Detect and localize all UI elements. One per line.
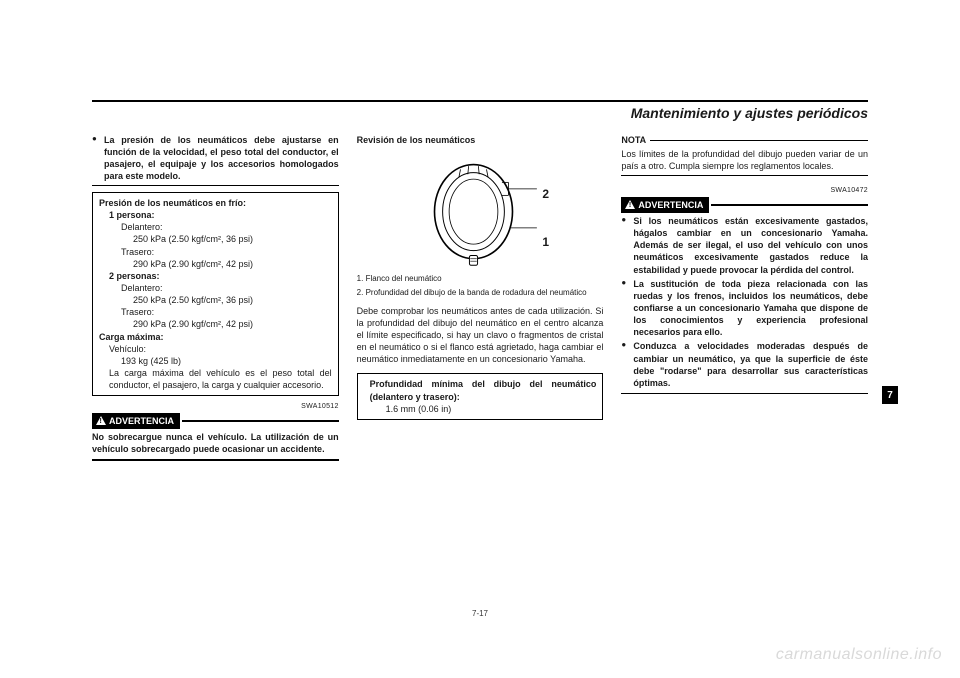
p2-rear-val: 290 kPa (2.90 kgf/cm², 42 psi)	[99, 318, 332, 330]
header: Mantenimiento y ajustes periódicos	[92, 100, 868, 128]
p1-front-val: 250 kPa (2.50 kgf/cm², 36 psi)	[99, 233, 332, 245]
fig-caption-1: 1. Flanco del neumático	[357, 274, 604, 285]
p1-rear-label: Trasero:	[99, 246, 332, 258]
p2-front-val: 250 kPa (2.50 kgf/cm², 36 psi)	[99, 294, 332, 306]
load-note: La carga máxima del vehículo es el peso …	[99, 367, 332, 391]
nota-rule	[650, 140, 868, 141]
col1-bullet-1: La presión de los neumáticos debe ajusta…	[92, 134, 339, 183]
code-2: SWA10472	[621, 186, 868, 195]
nota-row: NOTA	[621, 134, 868, 146]
col3-bullet-list: Si los neumáticos están excesivamente ga…	[621, 215, 868, 389]
warning-badge-2: ADVERTENCIA	[621, 197, 709, 213]
page-number: 7-17	[472, 609, 488, 618]
rule	[92, 185, 339, 187]
depth-box-val: 1.6 mm (0.06 in)	[364, 403, 597, 415]
p2-front-label: Delantero:	[99, 282, 332, 294]
warning-label-2: ADVERTENCIA	[638, 199, 703, 211]
p1-front-label: Delantero:	[99, 221, 332, 233]
warning-triangle-icon-2	[625, 200, 635, 209]
load-label: Carga máxima:	[99, 331, 332, 343]
col2-para: Debe comprobar los neumáticos antes de c…	[357, 305, 604, 366]
code-1: SWA10512	[92, 402, 339, 411]
nota-text: Los límites de la profundidad del dibujo…	[621, 148, 868, 172]
warning-label: ADVERTENCIA	[109, 415, 174, 427]
col3-bullet-3: Conduzca a velocidades moderadas después…	[621, 340, 868, 389]
warning-text-1: No sobrecargue nunca el vehículo. La uti…	[92, 431, 339, 455]
nota-label: NOTA	[621, 134, 646, 146]
depth-box-title: Profundidad mínima del dibujo del neumát…	[364, 378, 597, 402]
load-sub: Vehículo:	[99, 343, 332, 355]
p2-label: 2 personas:	[99, 270, 332, 282]
warning-row-2: ADVERTENCIA	[621, 197, 868, 213]
col2-title: Revisión de los neumáticos	[357, 134, 604, 146]
warning-badge: ADVERTENCIA	[92, 413, 180, 429]
warning-rule	[182, 420, 339, 422]
fig-label-2: 2	[542, 186, 549, 202]
columns: La presión de los neumáticos debe ajusta…	[92, 134, 868, 461]
chapter-tab: 7	[882, 386, 898, 404]
col3-bullet-1: Si los neumáticos están excesivamente ga…	[621, 215, 868, 276]
warning-triangle-icon	[96, 416, 106, 425]
tire-figure: 2 1	[415, 150, 545, 270]
column-1: La presión de los neumáticos debe ajusta…	[92, 134, 339, 461]
tire-svg	[415, 150, 545, 270]
depth-box: Profundidad mínima del dibujo del neumát…	[357, 373, 604, 419]
p2-rear-label: Trasero:	[99, 306, 332, 318]
page-content: Mantenimiento y ajustes periódicos La pr…	[92, 100, 868, 598]
p1-rear-val: 290 kPa (2.90 kgf/cm², 42 psi)	[99, 258, 332, 270]
page-title: Mantenimiento y ajustes periódicos	[631, 105, 868, 121]
load-val: 193 kg (425 lb)	[99, 355, 332, 367]
nota-end-rule	[621, 175, 868, 176]
col3-bullet-2: La sustitución de toda pieza relacionada…	[621, 278, 868, 339]
p1-label: 1 persona:	[99, 209, 332, 221]
column-3: NOTA Los límites de la profundidad del d…	[621, 134, 868, 461]
col1-bullet-list: La presión de los neumáticos debe ajusta…	[92, 134, 339, 183]
pressure-box: Presión de los neumáticos en frío: 1 per…	[92, 192, 339, 396]
end-rule-3	[621, 393, 868, 395]
fig-label-1: 1	[542, 234, 549, 250]
warning-row-1: ADVERTENCIA	[92, 413, 339, 429]
warning-rule-2	[711, 204, 868, 206]
fig-caption-2: 2. Profundidad del dibujo de la banda de…	[357, 288, 604, 299]
box-title: Presión de los neumáticos en frío:	[99, 197, 332, 209]
column-2: Revisión de los neumáticos	[357, 134, 604, 461]
watermark: carmanualsonline.info	[776, 646, 942, 664]
end-rule-1	[92, 459, 339, 461]
